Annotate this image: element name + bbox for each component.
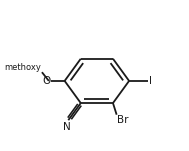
Text: methoxy: methoxy — [4, 63, 41, 72]
Text: N: N — [63, 122, 71, 132]
Text: Br: Br — [117, 115, 129, 125]
Text: O: O — [43, 76, 51, 86]
Text: I: I — [149, 76, 152, 86]
